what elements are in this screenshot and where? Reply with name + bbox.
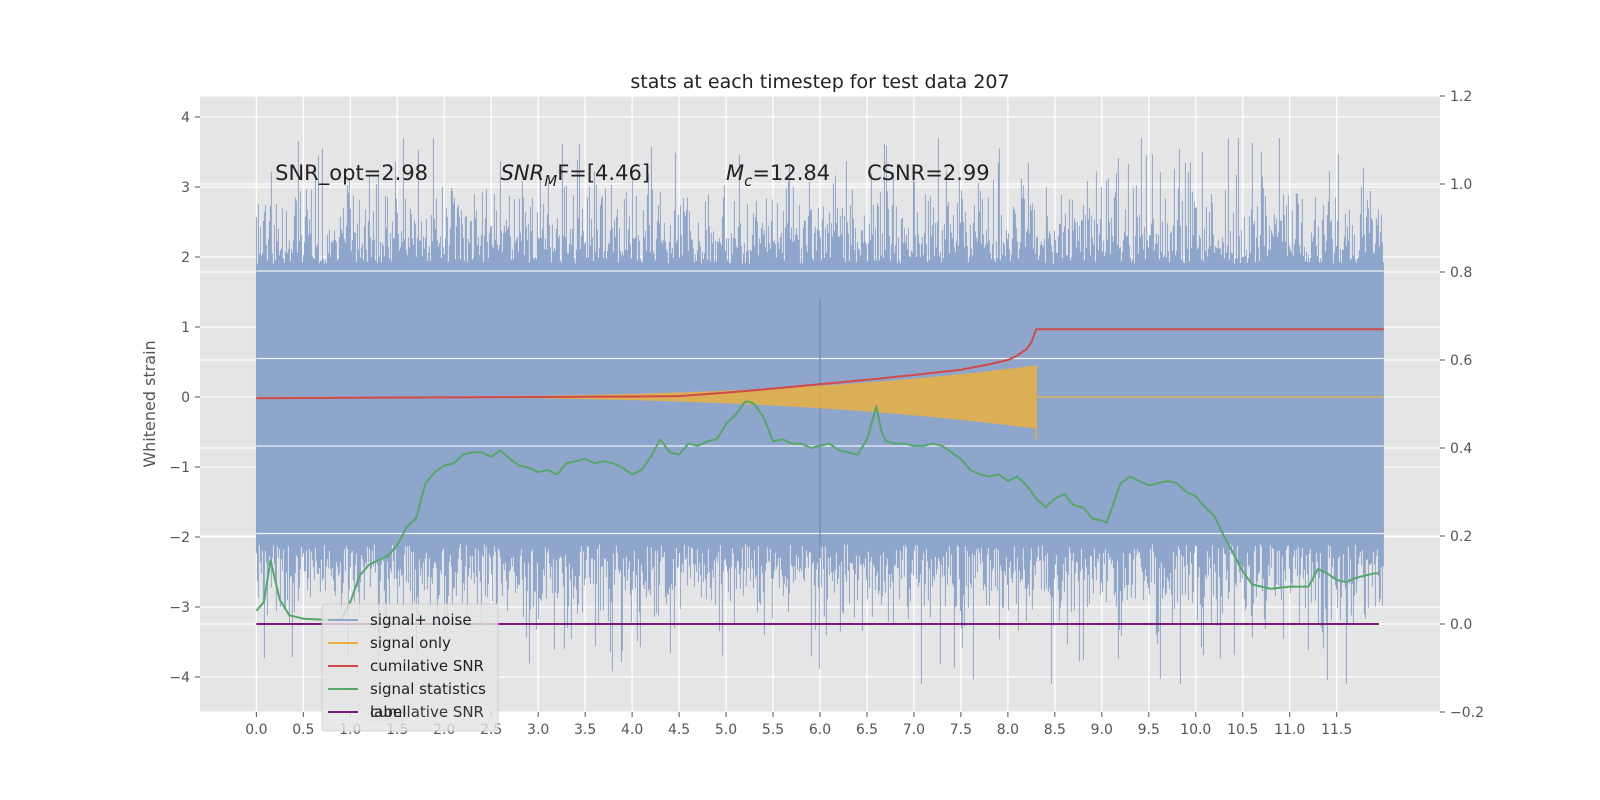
- legend-label: cumilative SNR: [370, 657, 484, 675]
- x-tick-label: 7.0: [903, 722, 925, 738]
- y-axis-label: Whitened strain: [140, 340, 159, 467]
- y2-tick-label: 0.0: [1450, 617, 1472, 633]
- x-tick-label: 9.5: [1138, 722, 1160, 738]
- x-tick-label: 4.0: [621, 722, 643, 738]
- y2-tick-label: 0.4: [1450, 441, 1472, 457]
- y-tick-label: 2: [181, 250, 190, 266]
- y-tick-label: −1: [169, 460, 190, 476]
- x-tick-label: 10.0: [1180, 722, 1211, 738]
- x-tick-label: 4.5: [668, 722, 690, 738]
- y2-tick-label: 0.6: [1450, 353, 1472, 369]
- legend: signal+ noise signal only cumilative SNR si…: [321, 603, 499, 732]
- y2-tick-label: 0.2: [1450, 529, 1472, 545]
- y-tick-label: −4: [169, 670, 190, 686]
- x-tick-label: 6.5: [856, 722, 878, 738]
- x-tick-label: 3.5: [574, 722, 596, 738]
- y2-tick-label: 1.2: [1450, 89, 1472, 105]
- x-tick-label: 0.5: [292, 722, 314, 738]
- x-tick-label: 6.0: [809, 722, 831, 738]
- y-tick-label: 3: [181, 180, 190, 196]
- annotation-text: SNRMF=[4.46]: [501, 161, 650, 190]
- legend-label: signal+ noise: [370, 611, 472, 629]
- annotation-text: CSNR=2.99: [867, 161, 990, 185]
- y-tick-label: −2: [169, 530, 190, 546]
- y2-tick-label: −0.2: [1450, 705, 1484, 721]
- y2-tick-label: 0.8: [1450, 265, 1472, 281]
- x-tick-label: 8.0: [997, 722, 1019, 738]
- series-line-cumilative-snr: [256, 328, 1384, 400]
- x-tick-label: 7.5: [950, 722, 972, 738]
- legend-label: signal only: [370, 634, 451, 652]
- x-tick-label: 9.0: [1091, 722, 1113, 738]
- x-tick-label: 5.5: [762, 722, 784, 738]
- y-tick-label: −3: [169, 600, 190, 616]
- annotation-text: Mc=12.84: [726, 161, 830, 190]
- annotations: SNR_opt=2.98 SNRMF=[4.46] Mc=12.84 CSNR=2.9…: [275, 161, 989, 190]
- x-tick-label: 5.0: [715, 722, 737, 738]
- y-tick-label: 0: [181, 390, 190, 406]
- y-tick-label: 1: [181, 320, 190, 336]
- y-tick-label: 4: [181, 110, 190, 126]
- chart-title: stats at each timestep for test data 207: [630, 71, 1009, 93]
- plot-area: [255, 138, 1384, 684]
- x-tick-label: 11.5: [1321, 722, 1352, 738]
- y-axis: −4 −3 −2 −1 0 1 2 3 4: [169, 110, 200, 686]
- annotation-text: SNR_opt=2.98: [275, 161, 428, 186]
- legend-label: signal statistics: [370, 680, 486, 698]
- x-tick-label: 11.0: [1274, 722, 1305, 738]
- series-line-signal-statistics: [255, 400, 1379, 621]
- legend-box: [321, 603, 499, 732]
- x-tick-label: 8.5: [1044, 722, 1066, 738]
- legend-ghost-mask: [368, 700, 408, 722]
- legend-ghost-label: cumilative SNR: [370, 703, 484, 721]
- legend-label: label: [370, 703, 406, 721]
- noise-upper-spikes: [255, 138, 1384, 397]
- x-tick-label: 10.5: [1227, 722, 1258, 738]
- x-tick-label: 0.0: [245, 722, 267, 738]
- x-tick-label: 3.0: [527, 722, 549, 738]
- y2-axis: −0.2 0.0 0.2 0.4 0.6 0.8 1.0 1.2: [1440, 89, 1484, 721]
- y2-tick-label: 1.0: [1450, 177, 1472, 193]
